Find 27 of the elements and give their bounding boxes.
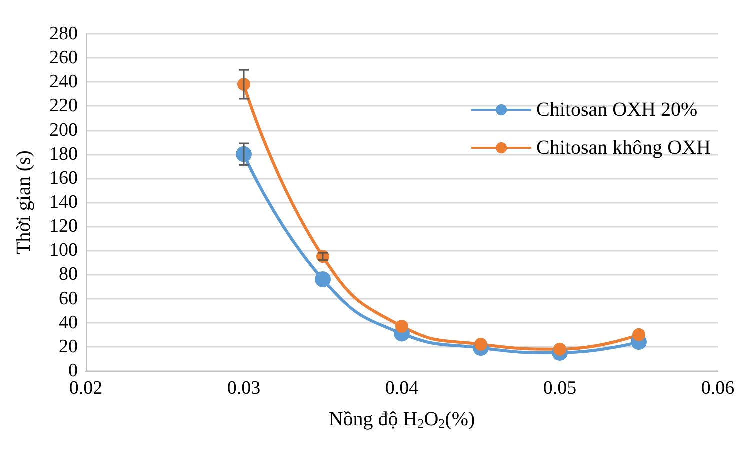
point bbox=[554, 342, 566, 356]
y-tick-label: 200 bbox=[50, 120, 78, 141]
y-tick-label: 280 bbox=[50, 24, 78, 44]
legend-label: Chitosan OXH 20% bbox=[536, 99, 698, 121]
y-tick-label: 160 bbox=[50, 168, 78, 189]
x-tick-label: 0.03 bbox=[227, 378, 261, 399]
y-tick-label: 40 bbox=[59, 312, 78, 334]
x-tick-label: 0.04 bbox=[385, 378, 420, 399]
y-tick-label: 60 bbox=[59, 288, 78, 310]
x-tick-label: 0.06 bbox=[701, 378, 735, 399]
point bbox=[315, 272, 331, 288]
y-axis-title: Thời gian (s) bbox=[13, 150, 35, 254]
y-tick-label: 80 bbox=[59, 264, 78, 286]
legend-label: Chitosan không OXH bbox=[536, 137, 712, 159]
y-tick-label: 260 bbox=[50, 48, 78, 69]
x-axis-title: Nồng độ H2O2(%) bbox=[328, 408, 476, 431]
y-tick-label: 20 bbox=[59, 336, 78, 358]
y-tick-label: 140 bbox=[50, 192, 78, 213]
y-tick-label: 180 bbox=[50, 144, 78, 165]
y-tick-label: 240 bbox=[50, 72, 78, 93]
point bbox=[396, 320, 408, 333]
y-tick-label: 100 bbox=[50, 240, 78, 262]
x-tick-label: 0.05 bbox=[543, 378, 577, 399]
point bbox=[474, 338, 488, 352]
point bbox=[632, 328, 646, 342]
y-tick-label: 220 bbox=[50, 96, 78, 117]
y-tick-label: 120 bbox=[50, 216, 78, 238]
